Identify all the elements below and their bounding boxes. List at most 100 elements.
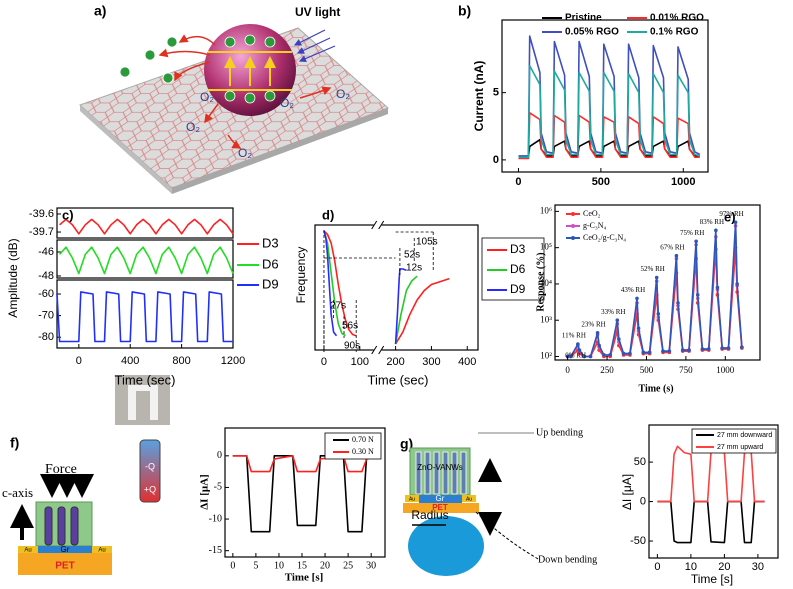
annotation: 0% RH xyxy=(565,352,586,360)
legend-label: CeO₂ xyxy=(583,209,601,218)
point xyxy=(695,293,700,297)
annotation: 27s xyxy=(330,301,346,312)
point xyxy=(636,326,641,331)
y-tick-label: 10⁵ xyxy=(540,242,552,252)
point xyxy=(700,347,705,351)
point xyxy=(720,346,724,350)
legend-label: 27 mm upward xyxy=(717,444,763,451)
x-tick-label: 250 xyxy=(600,365,614,375)
point xyxy=(735,282,739,286)
annotation: 52% RH xyxy=(641,265,665,273)
point xyxy=(602,353,606,357)
plot-frame xyxy=(314,224,479,351)
point xyxy=(667,349,672,353)
y-tick-label: 0 xyxy=(217,450,222,461)
y-tick-label: -80 xyxy=(38,331,54,343)
x-tick-label: 400 xyxy=(458,356,476,368)
y-tick-label: 10⁶ xyxy=(540,205,552,215)
x-tick-label: 1000 xyxy=(671,176,695,188)
sheet-edge xyxy=(172,108,388,194)
y-tick-label: 10² xyxy=(540,351,552,361)
point xyxy=(733,220,738,225)
x-tick-label: 25 xyxy=(343,560,353,571)
legend-marker xyxy=(571,224,575,228)
point xyxy=(568,354,573,359)
legend-label: D9 xyxy=(262,276,279,291)
plot-frame xyxy=(56,279,234,349)
y-tick-label: -10 xyxy=(209,513,222,524)
y-tick-label: -48 xyxy=(38,270,54,282)
legend-label: 0.1% RGO xyxy=(650,27,699,38)
legend-label: 27 mm downward xyxy=(717,432,772,439)
x-axis-label: Time (sec) xyxy=(115,372,176,387)
point xyxy=(676,301,680,305)
series-line xyxy=(232,455,381,473)
point xyxy=(577,348,582,352)
x-tick-label: 0 xyxy=(654,561,660,573)
annotation: 11% RH xyxy=(562,332,586,340)
point xyxy=(641,350,646,355)
point xyxy=(706,347,711,351)
graphene-layer xyxy=(419,495,462,503)
panel-g-diagram: g) Up bending ZnO-VANWs Au Au Gr PET Rad… xyxy=(400,427,597,576)
annotation: 12s xyxy=(406,263,422,274)
y-tick-label: -39.7 xyxy=(29,226,54,238)
x-tick-label: 500 xyxy=(592,176,610,188)
point xyxy=(588,354,593,359)
panel-label: e) xyxy=(724,209,736,224)
point xyxy=(680,348,685,352)
y-axis-label: ΔI [μA] xyxy=(620,474,634,510)
legend-label: D6 xyxy=(510,262,526,276)
series-line xyxy=(56,291,233,343)
crystal xyxy=(139,439,161,503)
x-tick-label: 400 xyxy=(121,355,139,367)
y-tick-label: 10³ xyxy=(540,314,552,324)
legend-marker xyxy=(571,212,575,216)
series-line xyxy=(59,246,234,275)
graphene-label: Gr xyxy=(436,494,445,503)
graphene-layer xyxy=(38,546,92,553)
x-tick-label: 20 xyxy=(718,561,730,573)
panel-label: a) xyxy=(94,3,106,19)
substrate xyxy=(403,503,479,513)
annotation: 97% RH xyxy=(719,210,743,218)
x-axis-label: Time [s] xyxy=(285,572,324,584)
axis-break-mark xyxy=(371,345,378,355)
annotation: 90s xyxy=(344,341,360,352)
o2-label: O₂ xyxy=(200,90,214,104)
photo-detail xyxy=(128,385,158,391)
point xyxy=(621,351,626,356)
plot-frame xyxy=(56,239,234,279)
nanowires xyxy=(415,451,467,495)
x-tick-label: 10 xyxy=(274,560,284,571)
sheet-edge xyxy=(80,105,172,194)
x-tick-label: 20 xyxy=(320,560,330,571)
legend-label: Pristine xyxy=(565,13,602,24)
annotation: 83% RH xyxy=(700,218,724,226)
electrode-label: Au xyxy=(409,496,415,502)
plot-frame xyxy=(501,19,709,173)
electrode xyxy=(462,495,476,502)
o2-label: O₂ xyxy=(280,96,294,110)
x-tick-label: 30 xyxy=(366,560,376,571)
legend-label: 0.70 N xyxy=(352,435,374,444)
point xyxy=(635,296,639,301)
point xyxy=(694,239,698,244)
annotation: 43% RH xyxy=(621,286,645,294)
bending-label: Up bending xyxy=(536,427,583,438)
x-tick-label: 200 xyxy=(386,356,404,368)
x-tick-label: 10 xyxy=(685,561,697,573)
panel-label: b) xyxy=(458,3,471,19)
substrate-label: PET xyxy=(55,561,74,572)
plot-frame xyxy=(554,204,761,361)
panel-label: d) xyxy=(322,207,334,222)
point xyxy=(715,285,720,290)
o2-label: O₂ xyxy=(238,146,252,160)
electrons xyxy=(119,34,276,84)
annotation: 23% RH xyxy=(581,320,605,328)
x-tick-label: 750 xyxy=(679,365,693,375)
axis-break xyxy=(373,221,382,229)
legend-label: D6 xyxy=(262,256,279,271)
annotation: 52s xyxy=(404,250,420,261)
